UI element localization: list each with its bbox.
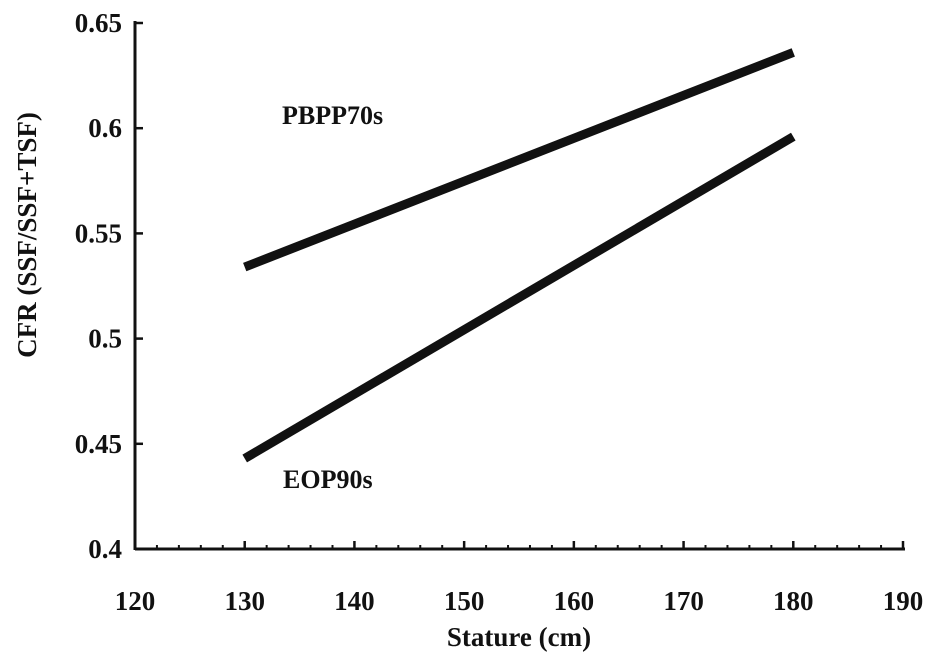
x-tick-label-140: 140 — [334, 586, 375, 616]
axes: 120 130 140 150 160 170 180 190 0.4 0.45 0.5 0.55 0.… — [75, 8, 924, 616]
y-axis-title: CFR (SSF/SSF+TSF) — [12, 112, 42, 358]
series-line-eop90s — [242, 132, 796, 463]
x-tick-label-170: 170 — [663, 586, 704, 616]
y-tick-label-0.5: 0.5 — [88, 324, 122, 354]
x-tick-label-150: 150 — [444, 586, 485, 616]
series-lines — [242, 48, 796, 463]
series-label-eop90s: EOP90s — [283, 465, 373, 494]
x-tick-label-180: 180 — [773, 586, 814, 616]
x-tick-label-130: 130 — [224, 586, 265, 616]
y-tick-label-0.4: 0.4 — [88, 534, 122, 564]
y-tick-label-0.55: 0.55 — [75, 218, 122, 248]
y-tick-label-0.65: 0.65 — [75, 8, 122, 38]
series-label-pbpp70s: PBPP70s — [282, 101, 383, 130]
x-tick-label-160: 160 — [554, 586, 595, 616]
series-labels: PBPP70s EOP90s — [282, 101, 383, 494]
y-tick-label-0.6: 0.6 — [88, 113, 122, 143]
x-axis-title: Stature (cm) — [447, 622, 591, 652]
y-tick-label-0.45: 0.45 — [75, 429, 122, 459]
x-tick-label-120: 120 — [115, 586, 156, 616]
series-line-pbpp70s — [243, 48, 795, 272]
x-tick-label-190: 190 — [883, 586, 924, 616]
